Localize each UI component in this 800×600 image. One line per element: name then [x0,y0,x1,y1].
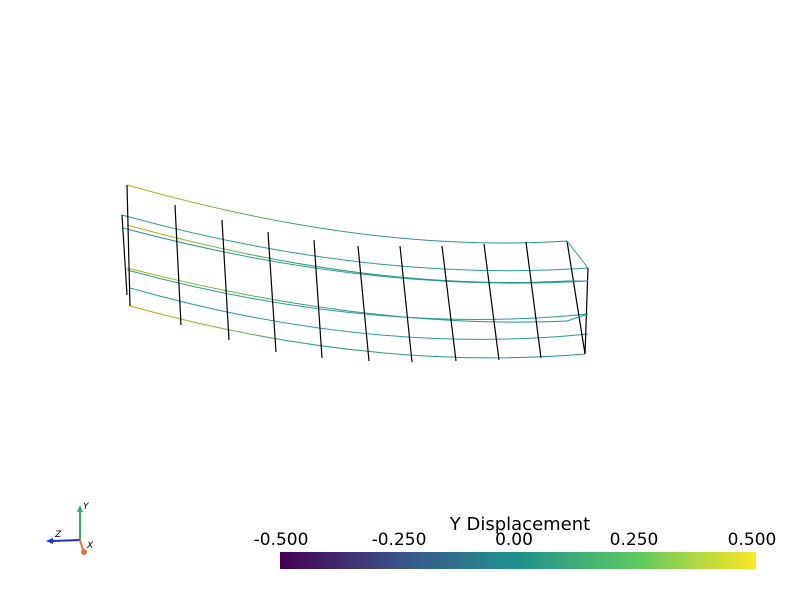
beam-end-face-edge [566,313,589,322]
beam-cross-section-edge [584,267,589,355]
beam-cross-section-edge [441,245,457,362]
x-axis-tip [81,549,87,555]
beam-cross-section-edge [357,245,370,362]
beam-cross-section-edge [399,245,413,363]
beam-longitudinal-edge [121,214,589,272]
beam-longitudinal-edge [126,184,568,244]
x-axis-line [79,539,84,551]
beam-cross-section-edge [525,241,542,359]
beam-longitudinal-edge [126,267,568,323]
scalar-colorbar[interactable] [280,552,756,569]
beam-longitudinal-edge [129,305,586,359]
x-axis-label: X [86,541,94,551]
z-axis-arrow [46,538,53,544]
y-axis-arrow [77,505,83,512]
scalar-bar-tick-3: 0.00 [495,530,533,550]
beam-cross-section-edge [221,219,230,341]
beam-longitudinal-edge [126,224,568,284]
scalar-bar-tick-5: 0.500 [727,530,777,550]
beam-cross-section-edge [126,184,131,307]
scalar-bar-tick-4: 0.250 [609,530,659,550]
wireframe-mesh [121,184,589,363]
beam-cross-section-edge [483,243,500,361]
beam-cross-section-edge [267,231,277,353]
orientation-axes[interactable]: Y Z X [46,502,94,555]
beam-longitudinal-edge [122,227,589,284]
beam-cross-section-edge [566,240,586,355]
scalar-bar-title: Y Displacement [449,514,591,535]
beam-end-face-edge [566,240,589,269]
beam-cross-section-edge [174,204,182,326]
z-axis-label: Z [54,530,62,540]
scalar-bar-tick-2: -0.250 [371,530,427,550]
beam-cross-section-edge [313,239,323,359]
beam-longitudinal-edge [129,287,589,340]
beam-cross-section-edge [121,214,128,296]
beam-longitudinal-edge [126,269,589,320]
y-axis-label: Y [83,502,90,512]
z-axis-line [51,539,81,542]
scalar-bar-tick-1: -0.500 [253,530,309,550]
